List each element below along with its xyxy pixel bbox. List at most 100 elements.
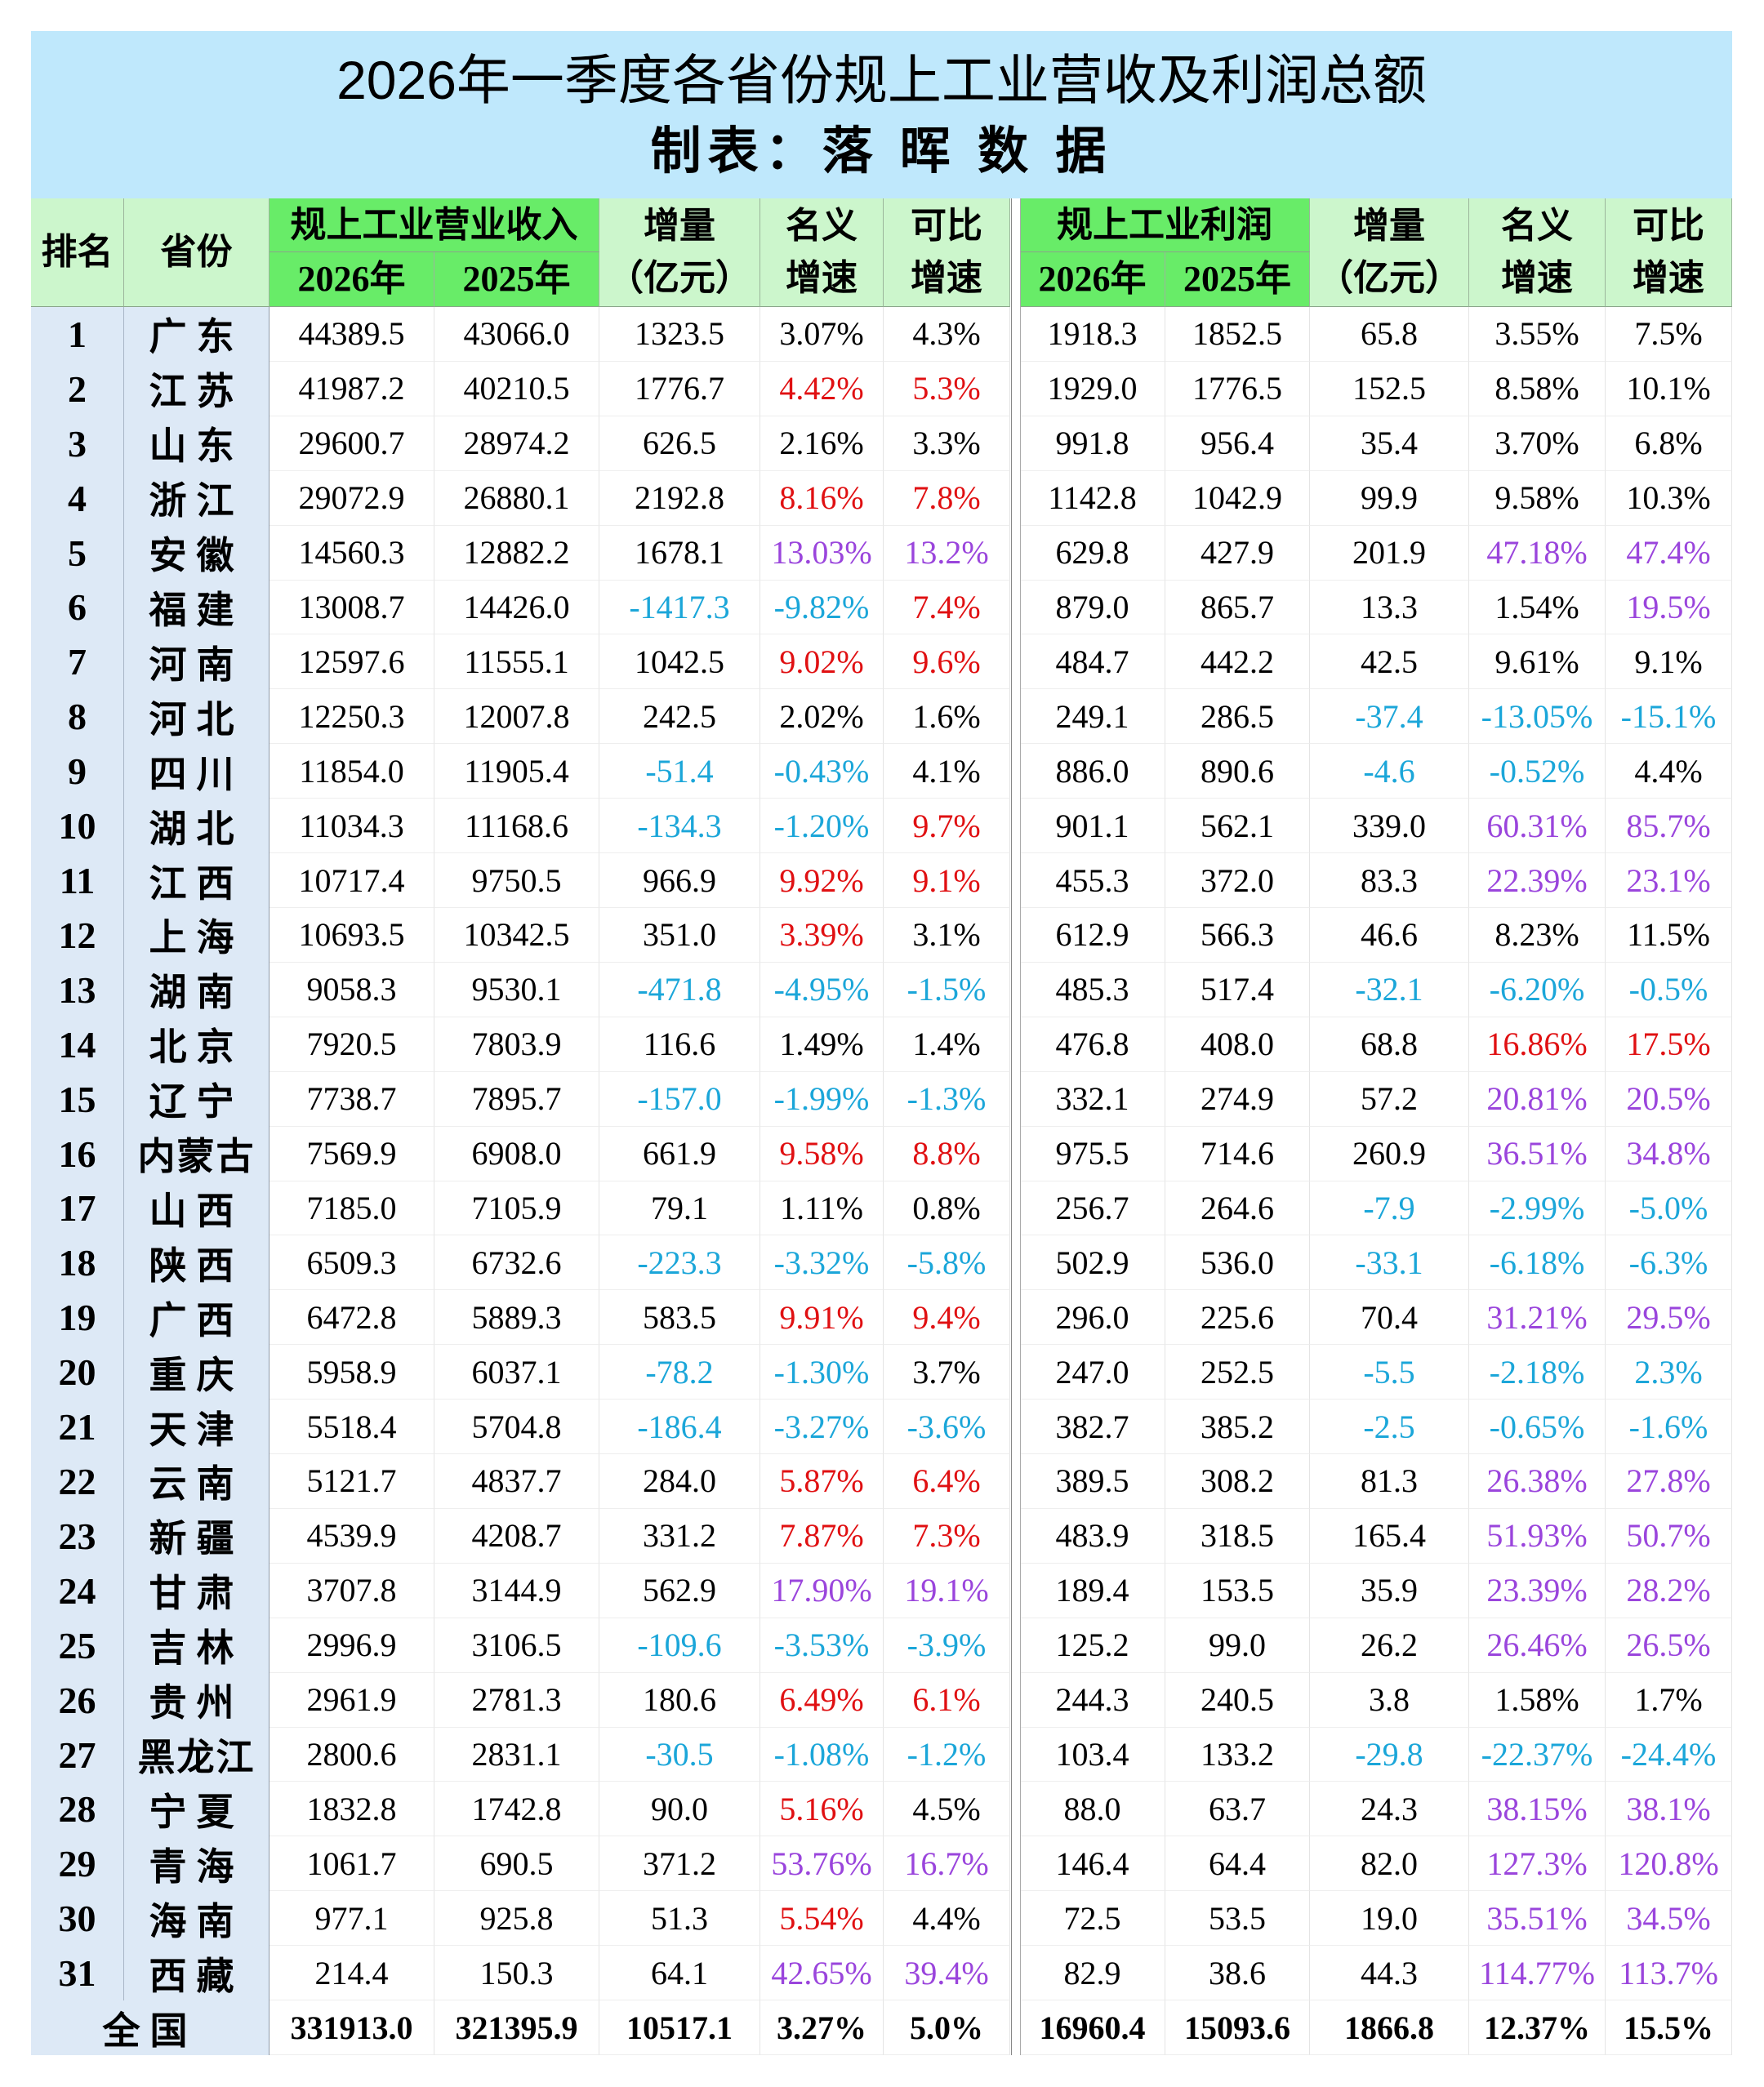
profit-comparable-growth-cell: 6.8% — [1606, 416, 1732, 471]
revenue-nominal-growth-cell: 5.16% — [760, 1782, 884, 1837]
revenue-2025-cell: 11905.4 — [434, 744, 599, 799]
province-cell: 云南 — [124, 1454, 270, 1509]
profit-2025-cell: 240.5 — [1165, 1672, 1310, 1728]
rank-cell: 19 — [31, 1290, 124, 1346]
revenue-increase-cell: 180.6 — [599, 1672, 760, 1728]
profit-nominal-growth-cell: 16.86% — [1469, 1017, 1606, 1072]
table-divider — [1011, 198, 1012, 2055]
rank-cell: 4 — [31, 470, 124, 526]
header-profit-increase-line2: （亿元） — [1317, 258, 1461, 298]
revenue-comparable-growth-cell: 4.5% — [884, 1782, 1010, 1837]
rank-cell: 26 — [31, 1672, 124, 1728]
profit-2025-cell: 252.5 — [1165, 1345, 1310, 1400]
profit-2025-cell: 99.0 — [1165, 1618, 1310, 1673]
profit-increase-cell: 24.3 — [1310, 1782, 1469, 1837]
rank-cell: 23 — [31, 1508, 124, 1564]
profit-2025-cell: 714.6 — [1165, 1126, 1310, 1181]
province-cell: 宁夏 — [124, 1782, 270, 1837]
profit-comparable-growth-cell: -24.4% — [1606, 1727, 1732, 1782]
header-revenue-nominal-growth: 名义 增速 — [760, 198, 884, 307]
profit-increase-cell: 83.3 — [1310, 853, 1469, 908]
profit-2025-cell: 956.4 — [1165, 416, 1310, 471]
profit-comparable-growth-cell: 17.5% — [1606, 1017, 1732, 1072]
revenue-increase-cell: 64.1 — [599, 1946, 760, 2001]
province-cell: 内蒙古 — [124, 1126, 270, 1181]
revenue-increase-cell: -30.5 — [599, 1727, 760, 1782]
rank-cell: 20 — [31, 1345, 124, 1400]
revenue-increase-cell: -78.2 — [599, 1345, 760, 1400]
revenue-comparable-growth-cell: 6.4% — [884, 1454, 1010, 1509]
revenue-nominal-growth-cell: -3.27% — [760, 1399, 884, 1455]
revenue-comparable-growth-cell: 16.7% — [884, 1836, 1010, 1892]
revenue-2026-cell: 7185.0 — [270, 1181, 434, 1236]
profit-comparable-growth-cell: -5.0% — [1606, 1181, 1732, 1236]
total-label: 全国 — [31, 2000, 270, 2055]
profit-nominal-growth-cell: -13.05% — [1469, 689, 1606, 745]
header-profit-comparable-growth-line1: 可比 — [1633, 206, 1704, 246]
profit-2026-cell: 879.0 — [1020, 580, 1165, 635]
revenue-increase-cell: 331.2 — [599, 1508, 760, 1564]
profit-nominal-growth-cell: -2.18% — [1469, 1345, 1606, 1400]
profit-2026-cell: 484.7 — [1020, 634, 1165, 690]
profit-comparable-growth-cell: -1.6% — [1606, 1399, 1732, 1455]
revenue-comparable-growth-cell: 0.8% — [884, 1181, 1010, 1236]
revenue-comparable-growth-cell: 3.1% — [884, 907, 1010, 963]
revenue-2026-cell: 1832.8 — [270, 1782, 434, 1837]
province-cell: 四川 — [124, 744, 270, 799]
profit-comparable-growth-cell: 10.1% — [1606, 361, 1732, 416]
profit-increase-cell: 44.3 — [1310, 1946, 1469, 2001]
revenue-comparable-growth-cell: 9.6% — [884, 634, 1010, 690]
profit-2025-cell: 63.7 — [1165, 1782, 1310, 1837]
profit-increase-cell: 81.3 — [1310, 1454, 1469, 1509]
profit-2026-cell: 256.7 — [1020, 1181, 1165, 1236]
profit-2026-cell: 1918.3 — [1020, 307, 1165, 362]
revenue-2025-cell: 2781.3 — [434, 1672, 599, 1728]
revenue-2025-cell: 6732.6 — [434, 1235, 599, 1291]
revenue-2026-cell: 41987.2 — [270, 361, 434, 416]
province-cell: 安徽 — [124, 525, 270, 581]
rank-cell: 10 — [31, 799, 124, 854]
revenue-comparable-growth-cell: 9.4% — [884, 1290, 1010, 1346]
total-revenue-2025-cell: 321395.9 — [434, 2000, 599, 2055]
revenue-2025-cell: 40210.5 — [434, 361, 599, 416]
revenue-nominal-growth-cell: 2.16% — [760, 416, 884, 471]
revenue-comparable-growth-cell: 9.1% — [884, 853, 1010, 908]
header-profit-2026: 2026年 — [1020, 252, 1165, 307]
revenue-nominal-growth-cell: 9.58% — [760, 1126, 884, 1181]
revenue-nominal-growth-cell: 9.92% — [760, 853, 884, 908]
profit-comparable-growth-cell: 7.5% — [1606, 307, 1732, 362]
profit-2026-cell: 612.9 — [1020, 907, 1165, 963]
profit-2026-cell: 502.9 — [1020, 1235, 1165, 1291]
profit-comparable-growth-cell: 9.1% — [1606, 634, 1732, 690]
profit-2025-cell: 1042.9 — [1165, 470, 1310, 526]
revenue-2025-cell: 1742.8 — [434, 1782, 599, 1837]
revenue-comparable-growth-cell: -1.5% — [884, 962, 1010, 1017]
header-profit-nominal-growth-line2: 增速 — [1501, 258, 1573, 298]
revenue-nominal-growth-cell: -3.32% — [760, 1235, 884, 1291]
profit-comparable-growth-cell: 20.5% — [1606, 1071, 1732, 1127]
revenue-nominal-growth-cell: -1.30% — [760, 1345, 884, 1400]
profit-nominal-growth-cell: -6.18% — [1469, 1235, 1606, 1291]
rank-cell: 29 — [31, 1836, 124, 1892]
profit-2025-cell: 562.1 — [1165, 799, 1310, 854]
rank-cell: 5 — [31, 525, 124, 581]
rank-cell: 18 — [31, 1235, 124, 1291]
profit-2026-cell: 332.1 — [1020, 1071, 1165, 1127]
profit-nominal-growth-cell: 26.46% — [1469, 1618, 1606, 1673]
profit-2026-cell: 991.8 — [1020, 416, 1165, 471]
revenue-comparable-growth-cell: 13.2% — [884, 525, 1010, 581]
revenue-nominal-growth-cell: -1.20% — [760, 799, 884, 854]
revenue-2025-cell: 4837.7 — [434, 1454, 599, 1509]
profit-comparable-growth-cell: 23.1% — [1606, 853, 1732, 908]
revenue-2026-cell: 12597.6 — [270, 634, 434, 690]
total-profit-increase-cell: 1866.8 — [1310, 2000, 1469, 2055]
rank-cell: 22 — [31, 1454, 124, 1509]
province-cell: 海南 — [124, 1891, 270, 1947]
profit-2026-cell: 886.0 — [1020, 744, 1165, 799]
revenue-2026-cell: 6509.3 — [270, 1235, 434, 1291]
profit-comparable-growth-cell: 27.8% — [1606, 1454, 1732, 1509]
revenue-2026-cell: 29072.9 — [270, 470, 434, 526]
revenue-comparable-growth-cell: 8.8% — [884, 1126, 1010, 1181]
revenue-increase-cell: 79.1 — [599, 1181, 760, 1236]
header-revenue-increase-line1: 增量 — [644, 206, 715, 246]
